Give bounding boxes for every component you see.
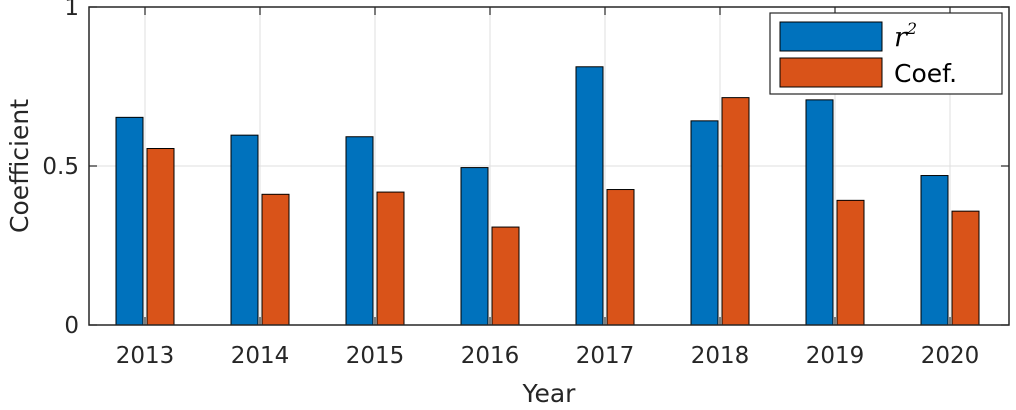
bar-coef-2020 [951,210,980,326]
bar-r2-2014 [230,134,259,326]
y-tick-label: 1 [64,0,79,21]
x-tick-label: 2016 [461,343,520,369]
y-tick-labels: 00.51 [42,0,79,339]
x-tick-labels: 2013 2014 2015 2016 2017 2018 2019 2020 [116,343,980,369]
legend-label-r2-sup: 2 [906,19,917,38]
bar-coef-2017 [606,189,635,326]
x-axis-title: Year [522,379,577,408]
ticks-group [89,6,1009,326]
legend-swatch-coef [779,57,883,88]
bar-r2-2017 [575,66,604,326]
bars-group [115,66,980,326]
x-tick-label: 2014 [231,343,290,369]
bar-r2-2018 [690,120,719,326]
x-tick-label: 2019 [806,343,865,369]
legend-label-r2: r2 [894,19,917,53]
bar-r2-2013 [115,116,144,326]
bar-coef-2014 [261,193,290,326]
legend: r2 Coef. [769,12,1003,95]
legend-label-coef: Coef. [894,59,957,88]
bar-coef-2016 [491,226,520,326]
x-tick-label: 2017 [576,343,635,369]
bar-r2-2016 [460,167,489,326]
x-tick-label: 2015 [346,343,405,369]
bar-coef-2013 [146,148,175,326]
bar-coef-2015 [376,191,405,326]
x-tick-label: 2013 [116,343,175,369]
legend-swatch-r2 [779,21,883,52]
y-tick-label: 0.5 [42,154,79,180]
bar-r2-2020 [920,175,949,326]
x-tick-label: 2020 [921,343,980,369]
bar-r2-2019 [805,99,834,326]
bar-r2-2015 [345,136,374,326]
bar-coef-2019 [836,199,865,326]
legend-label-r2-base: r [894,22,909,53]
x-tick-label: 2018 [691,343,750,369]
y-tick-label: 0 [64,313,79,339]
y-axis-title: Coefficient [5,99,34,233]
bar-coef-2018 [721,97,750,326]
